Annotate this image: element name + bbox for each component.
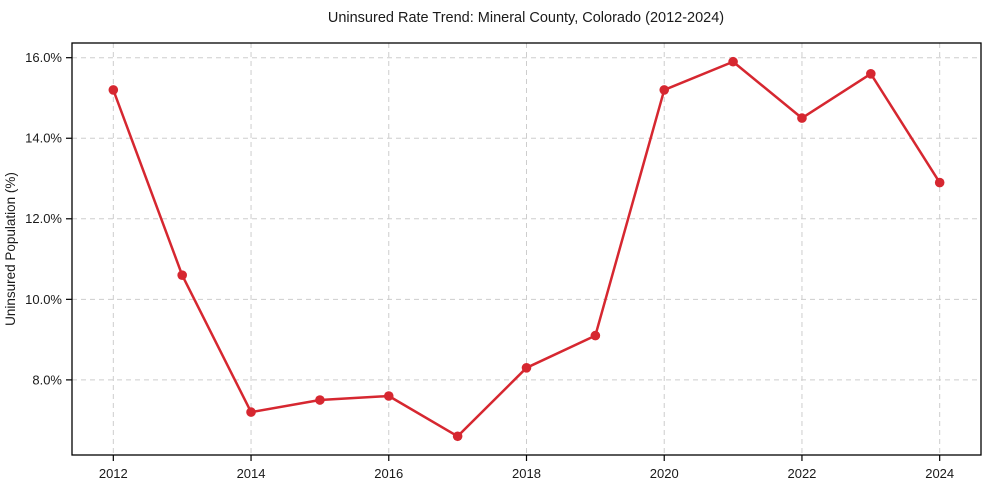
y-tick-label: 16.0% [25,50,62,65]
y-axis-label: Uninsured Population (%) [3,172,18,326]
data-point [934,177,945,188]
y-tick-label: 14.0% [25,131,62,146]
data-point [659,85,670,95]
x-tick-label: 2016 [374,466,403,481]
data-point [315,395,325,405]
data-point [728,56,738,67]
y-tick-label: 12.0% [25,211,62,226]
chart-title: Uninsured Rate Trend: Mineral County, Co… [328,10,724,26]
axes [66,42,982,461]
data-point [797,113,807,123]
plot-border [71,42,982,456]
data-point [521,363,532,373]
data-point [177,270,187,280]
data-series [108,56,945,442]
data-point [246,407,256,417]
data-point [452,431,463,442]
data-point [383,391,394,401]
x-tick-label: 2012 [99,466,128,481]
grid-lines [72,43,981,455]
x-tick-label: 2018 [512,466,541,481]
data-point [590,330,601,341]
x-tick-label: 2020 [650,466,679,481]
x-tick-label: 2022 [787,466,816,481]
x-tick-label: 2024 [925,466,954,481]
y-tick-label: 8.0% [32,372,62,387]
x-tick-label: 2014 [237,466,266,481]
data-point [108,85,119,95]
data-point [866,69,876,79]
tick-labels: 8.0% 10.0% 12.0% 14.0% 16.0% 2012 2014 2016 2018… [25,50,954,481]
y-tick-label: 10.0% [25,292,62,307]
